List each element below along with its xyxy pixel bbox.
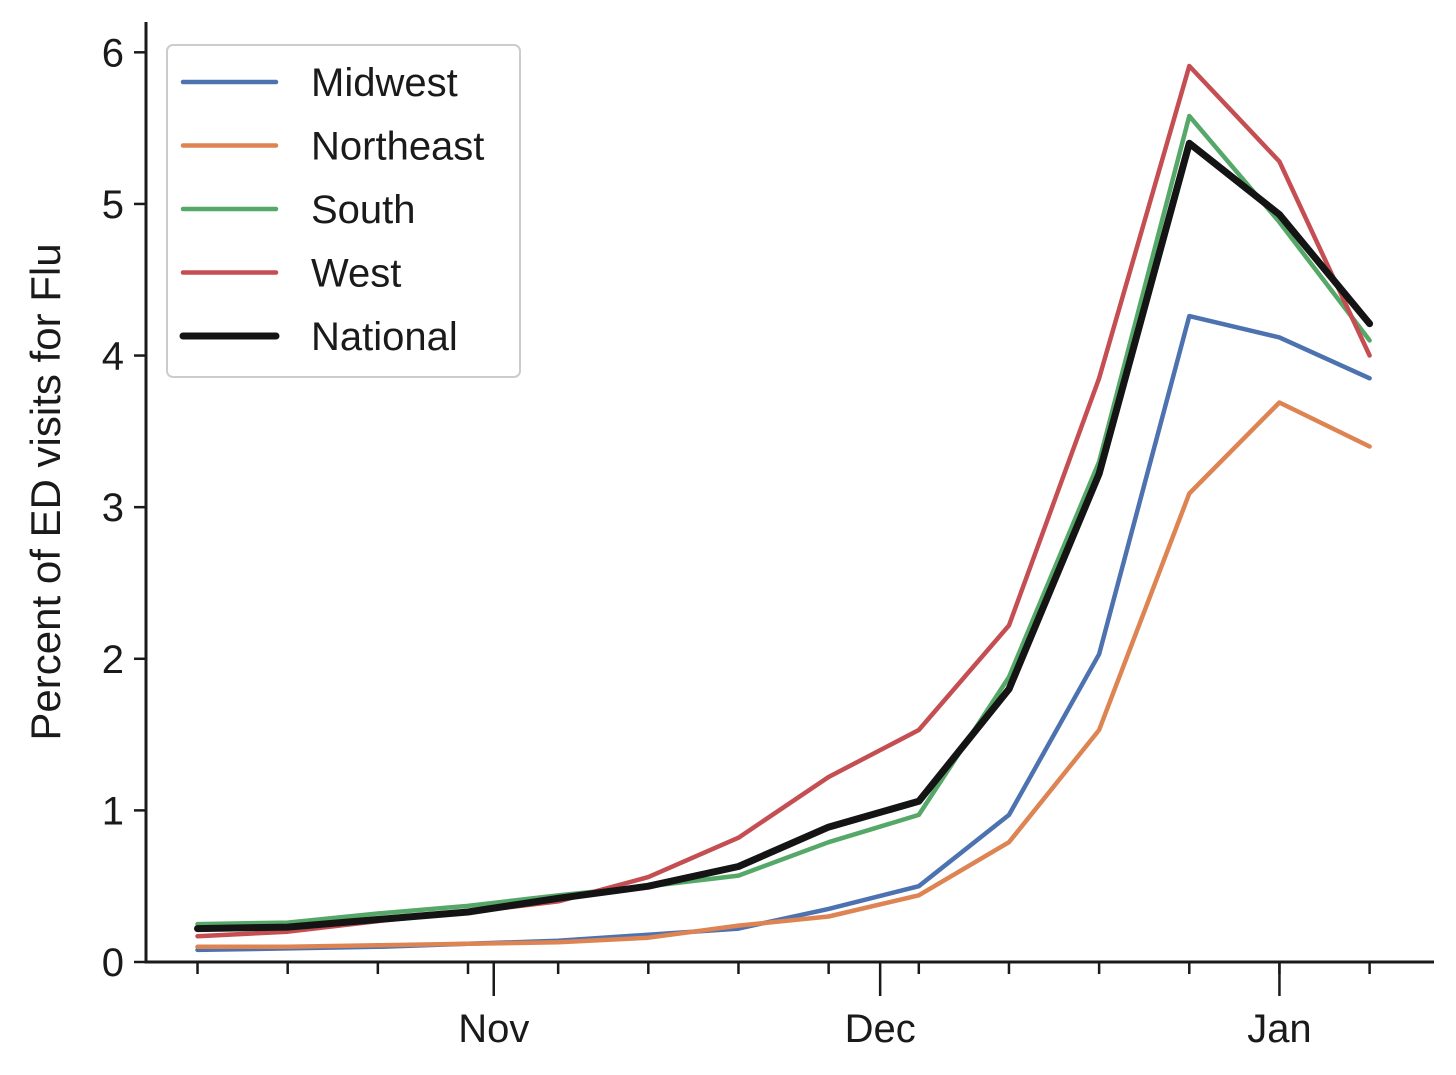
series-layer: [194, 63, 1374, 953]
y-axis-label: Percent of ED visits for Flu: [22, 243, 69, 740]
x-tick-label: Dec: [845, 1007, 916, 1051]
y-tick-label: 4: [102, 335, 124, 379]
legend-label-northeast: Northeast: [311, 125, 484, 169]
legend-label-west: West: [311, 252, 401, 296]
series-line-national: [194, 139, 1374, 933]
legend-label-south: South: [311, 188, 416, 232]
x-tick-label: Jan: [1247, 1007, 1312, 1051]
axes: 0 1 2 3 4 5 6 Nov Dec Jan: [102, 22, 1434, 1051]
series-line-northeast: [195, 400, 1372, 950]
y-tick-label: 0: [102, 941, 124, 985]
series-line-south: [195, 113, 1372, 927]
x-tick-label: Nov: [458, 1007, 529, 1051]
legend-box: [166, 44, 521, 378]
series-line-midwest: [195, 313, 1372, 953]
y-tick-label: 2: [102, 638, 124, 682]
y-tick-label: 3: [102, 486, 124, 530]
y-tick-label: 1: [102, 789, 124, 833]
legend: Midwest Northeast South West National: [166, 44, 521, 378]
y-tick-label: 5: [102, 183, 124, 227]
y-tick-label: 6: [102, 31, 124, 75]
legend-label-midwest: Midwest: [311, 61, 458, 105]
legend-label-national: National: [311, 315, 458, 359]
